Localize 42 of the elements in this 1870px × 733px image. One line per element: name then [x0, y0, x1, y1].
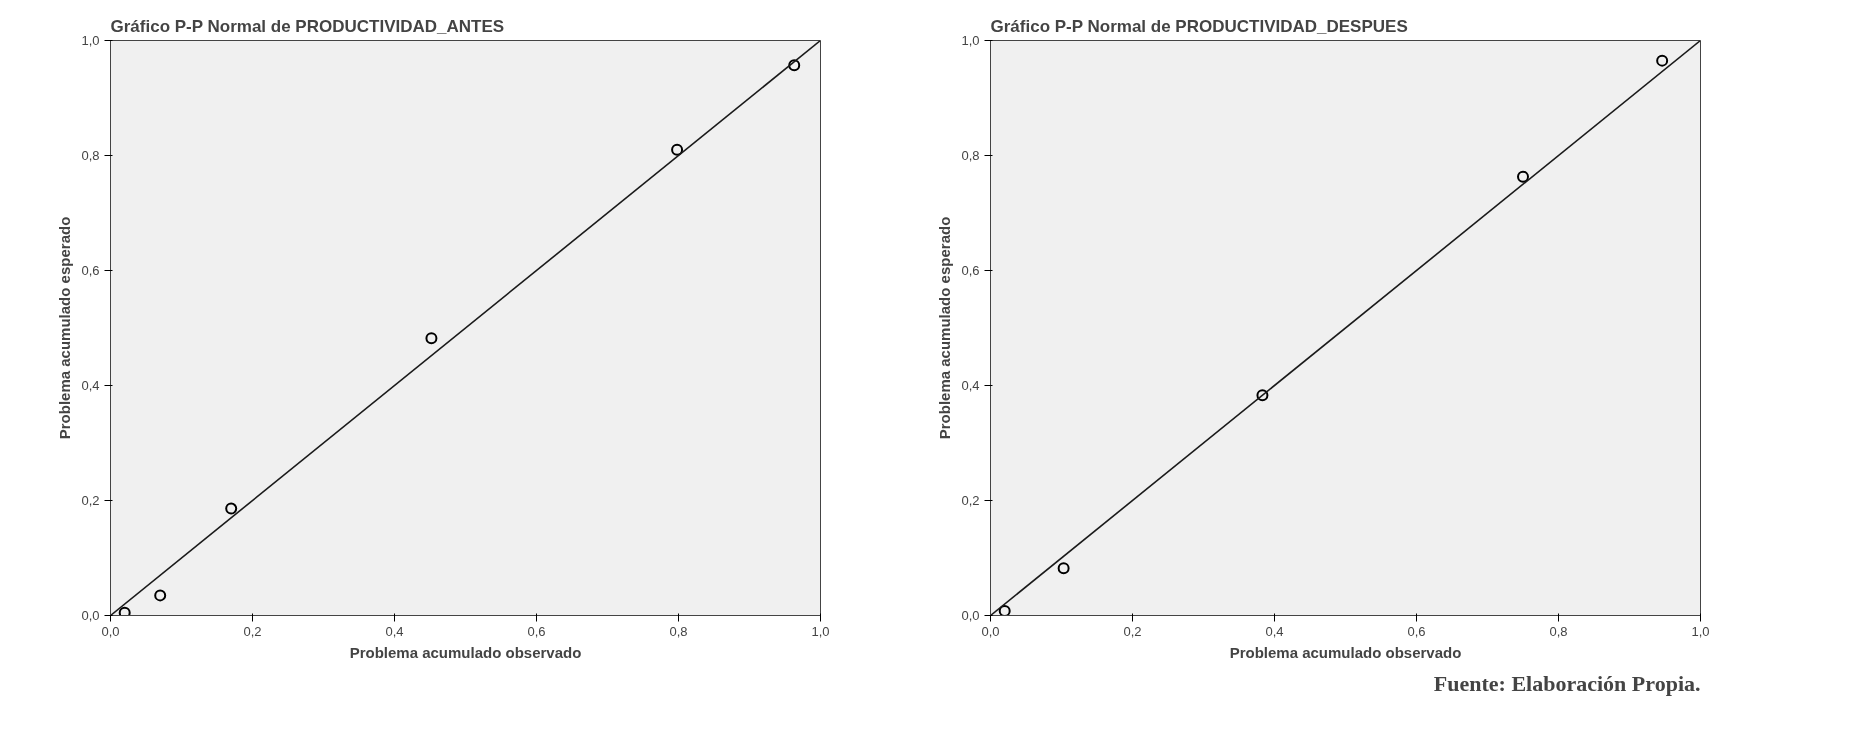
y-tick-label: 0,4	[81, 378, 100, 393]
y-tick-label: 0,2	[961, 493, 980, 508]
x-tick-label: 0,4	[1265, 623, 1284, 639]
point	[788, 59, 801, 72]
point	[1656, 54, 1669, 67]
y-tick-label: 0,6	[961, 263, 980, 278]
y-tick-label: 0,0	[81, 608, 100, 623]
x-tick-label: 0,6	[1407, 623, 1426, 639]
point	[998, 604, 1011, 616]
chart-title: Gráfico P-P Normal de PRODUCTIVIDAD_DESPUES	[990, 16, 1408, 36]
y-tick-label: 0,4	[961, 378, 980, 393]
x-axis-title: Problema acumulado observado	[1229, 643, 1462, 661]
x-tick-label: 1,0	[811, 623, 830, 639]
source-note: Fuente: Elaboración Propia.	[1433, 670, 1701, 696]
y-tick-label: 0,2	[81, 493, 100, 508]
point	[1256, 389, 1269, 402]
x-tick-label: 0,8	[1549, 623, 1568, 639]
y-tick-label: 0,8	[961, 148, 980, 163]
chart-title: Gráfico P-P Normal de PRODUCTIVIDAD_ANTES	[110, 16, 505, 36]
y-tick-label: 0,6	[81, 263, 100, 278]
x-axis-title: Problema acumulado observado	[349, 643, 582, 661]
x-tick-label: 0,6	[527, 623, 546, 639]
x-tick-label: 0,2	[243, 623, 262, 639]
x-tick-label: 0,0	[981, 623, 1000, 639]
point	[118, 606, 131, 616]
y-tick-label: 1,0	[81, 33, 100, 48]
point	[671, 143, 684, 156]
point	[1517, 170, 1529, 183]
x-tick-label: 0,8	[669, 623, 688, 639]
point	[1057, 562, 1070, 575]
y-tick-label: 0,0	[961, 608, 980, 623]
y-axis-title: Problema acumulado esperado	[56, 216, 74, 440]
point	[154, 589, 167, 602]
y-tick-label: 0,8	[81, 148, 100, 163]
point	[225, 502, 238, 515]
x-tick-label: 0,0	[101, 623, 120, 639]
x-tick-label: 0,2	[1123, 623, 1142, 639]
y-axis-title: Problema acumulado esperado	[936, 216, 954, 440]
point	[425, 332, 438, 345]
y-tick-label: 1,0	[961, 33, 980, 48]
x-tick-label: 0,4	[385, 623, 404, 639]
x-tick-label: 1,0	[1691, 623, 1710, 639]
